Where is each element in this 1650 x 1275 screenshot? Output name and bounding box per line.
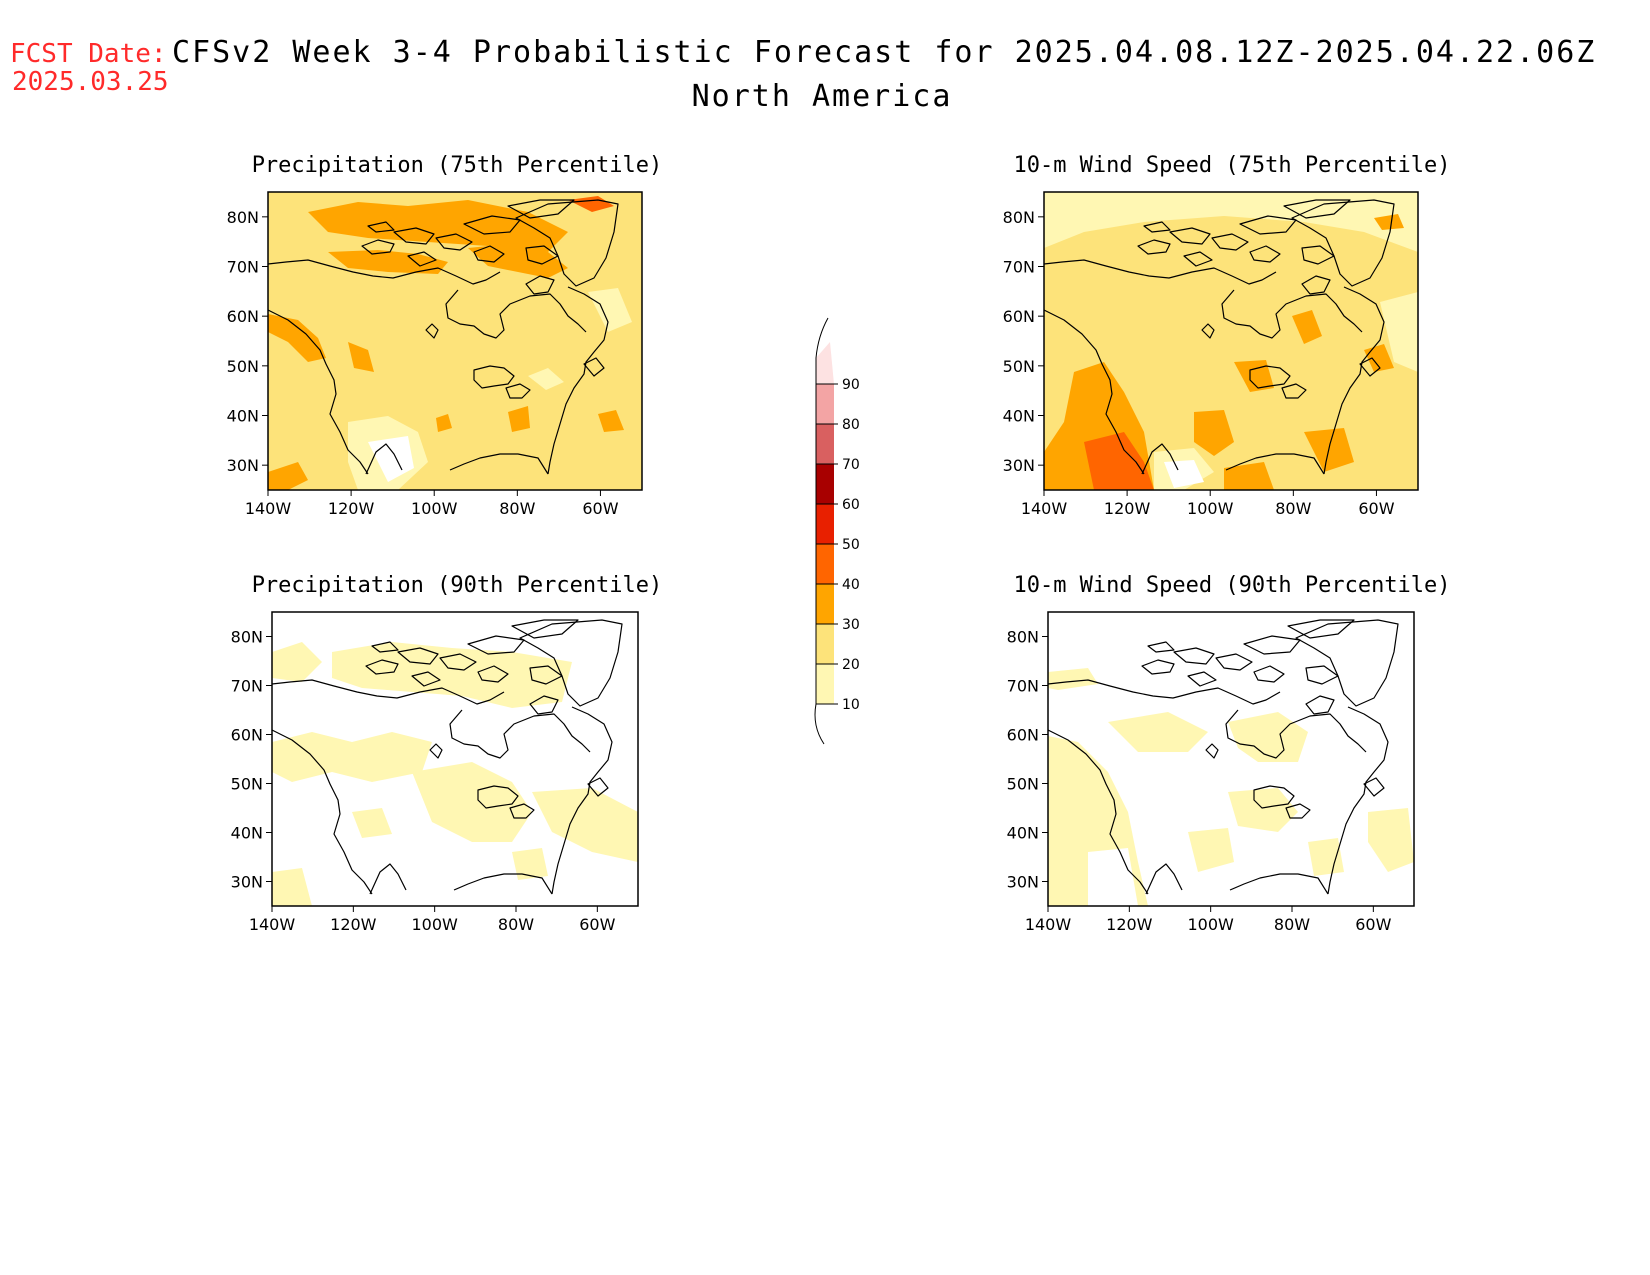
lon-tick-label: 80W [1275,499,1311,518]
colorbar-level-label: 50 [842,537,860,553]
lat-tick-label: 80N [227,208,259,227]
colorbar-level-label: 40 [842,577,860,593]
lat-tick-label: 40N [1003,407,1035,426]
colorbar-segment [816,664,834,704]
colorbar-segment [816,342,834,384]
panel-title: 10-m Wind Speed (75th Percentile) [1013,153,1450,178]
lat-tick-label: 40N [227,407,259,426]
lat-tick-label: 40N [231,824,263,843]
colorbar-segment [816,384,834,424]
lat-tick-label: 70N [231,677,263,696]
lon-tick-label: 60W [579,915,615,934]
colorbar-level-label: 80 [842,417,860,433]
lon-tick-label: 60W [582,499,618,518]
lat-tick-label: 30N [227,456,259,475]
lon-tick-label: 60W [1358,499,1394,518]
lat-tick-label: 60N [227,307,259,326]
lat-tick-label: 50N [231,775,263,794]
colorbar-level-label: 20 [842,657,860,673]
colorbar-segment [816,544,834,584]
lon-tick-label: 80W [498,915,534,934]
colorbar-segment [816,624,834,664]
map-wind-90 [1047,611,1415,907]
figure-title: CFSv2 Week 3-4 Probabilistic Forecast fo… [172,35,1596,70]
lat-tick-label: 30N [1007,873,1039,892]
lat-tick-label: 70N [1003,258,1035,277]
lon-tick-label: 100W [411,915,458,934]
lon-tick-label: 120W [1104,499,1151,518]
colorbar-level-label: 60 [842,497,860,513]
lat-tick-label: 30N [231,873,263,892]
colorbar-level-label: 70 [842,457,860,473]
lat-tick-label: 50N [227,357,259,376]
panel-title: 10-m Wind Speed (90th Percentile) [1013,573,1450,598]
colorbar-segment [816,584,834,624]
lat-tick-label: 70N [1007,677,1039,696]
lat-tick-label: 70N [227,258,259,277]
lon-tick-label: 80W [499,499,535,518]
lat-tick-label: 50N [1007,775,1039,794]
lat-tick-label: 30N [1003,456,1035,475]
lon-tick-label: 120W [330,915,377,934]
lat-tick-label: 40N [1007,824,1039,843]
lat-tick-label: 60N [231,726,263,745]
fcst-date-label: FCST Date: [10,39,167,69]
lat-tick-label: 60N [1007,726,1039,745]
colorbar-segment [816,424,834,464]
lat-tick-label: 80N [1007,628,1039,647]
panel-wind-75: 10-m Wind Speed (75th Percentile) [1013,153,1451,491]
lon-tick-label: 60W [1355,915,1391,934]
colorbar-level-label: 30 [842,617,860,633]
colorbar-level-label: 10 [842,697,860,713]
lat-tick-label: 80N [1003,208,1035,227]
map-precip-75 [267,191,643,491]
colorbar-level-label: 90 [842,377,860,393]
lat-tick-label: 50N [1003,357,1035,376]
figure-subtitle: North America [692,79,953,114]
fcst-date-value: 2025.03.25 [12,67,169,97]
lon-tick-label: 140W [245,499,292,518]
lat-tick-label: 80N [231,628,263,647]
colorbar-segment [816,504,834,544]
lon-tick-label: 120W [328,499,375,518]
colorbar-end-cap [815,317,829,359]
lon-tick-label: 100W [411,499,458,518]
panel-precip-75: Precipitation (75th Percentile) [252,153,663,491]
map-wind-75 [1043,191,1419,491]
lon-tick-label: 140W [249,915,296,934]
panel-title: Precipitation (75th Percentile) [252,153,663,178]
lon-tick-label: 100W [1187,915,1234,934]
panel-title: Precipitation (90th Percentile) [252,573,663,598]
lon-tick-label: 140W [1021,499,1068,518]
lon-tick-label: 140W [1025,915,1072,934]
colorbar-segment [816,464,834,504]
panel-precip-90: Precipitation (90th Percentile) [252,573,663,907]
map-precip-90 [271,611,639,907]
axis-tick-labels: 80N 70N 60N 50N 40N 30N 140W 120W 100W 80W 60W 80N 7… [227,208,1395,934]
panel-wind-90: 10-m Wind Speed (90th Percentile) [1013,573,1451,907]
lon-tick-label: 120W [1106,915,1153,934]
lat-tick-label: 60N [1003,307,1035,326]
colorbar: 10 20 30 40 50 60 70 80 90 [814,317,860,745]
lon-tick-label: 100W [1187,499,1234,518]
lon-tick-label: 80W [1274,915,1310,934]
colorbar-end-cap [814,703,825,745]
